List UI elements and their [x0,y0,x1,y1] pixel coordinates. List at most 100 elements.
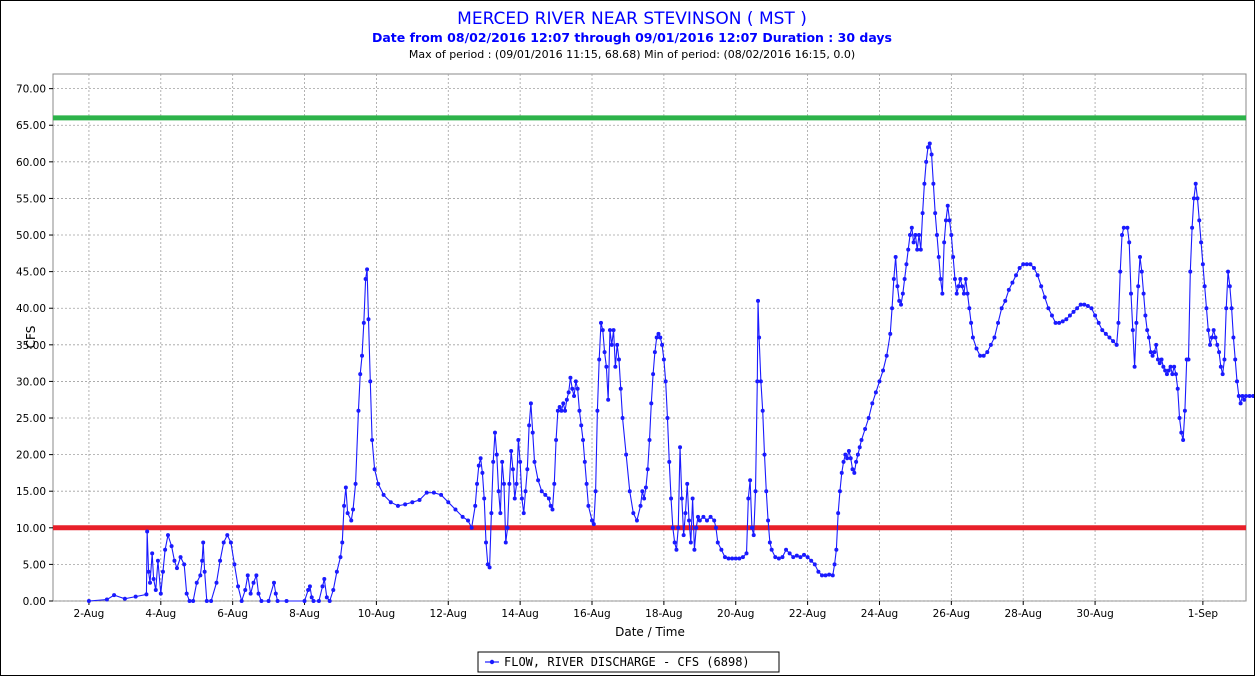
data-point [1215,342,1220,347]
data-point [598,320,603,325]
data-point [899,302,904,307]
data-point [1188,269,1193,274]
data-point [1179,430,1184,435]
data-point [855,452,860,457]
data-point [949,233,954,238]
data-point [748,478,753,483]
data-point [760,408,765,413]
data-point [978,353,983,358]
data-point [527,423,532,428]
data-point [366,317,371,322]
data-point [933,211,938,216]
data-point [638,503,643,508]
data-point [324,595,329,600]
data-point [816,569,821,574]
data-point [153,588,158,593]
data-point [133,594,138,599]
data-point [616,357,621,362]
data-point [563,408,568,413]
data-point [525,467,530,472]
data-point [1163,368,1168,373]
data-point [150,551,155,556]
data-point [845,456,850,461]
data-point [640,489,645,494]
data-point [873,390,878,395]
data-point [365,267,370,272]
data-point [1141,291,1146,296]
data-point [620,416,625,421]
data-point [209,599,214,603]
data-point [306,588,311,593]
data-point [1067,313,1072,318]
data-point [243,588,248,593]
data-point [740,555,745,560]
data-point [607,328,612,333]
data-point [146,569,151,574]
chart-period-info: Max of period : (09/01/2016 11:15, 68.68… [409,48,855,61]
data-point [794,553,799,558]
data-point [1096,320,1101,325]
y-axis-label: CFS [24,326,38,349]
data-point [696,514,701,519]
data-point [870,401,875,406]
data-point [521,511,526,516]
data-point [730,556,735,561]
x-tick-label: 20-Aug [717,608,754,620]
data-point [918,247,923,252]
data-point [1006,287,1011,292]
data-point [1039,284,1044,289]
data-point [254,573,259,578]
data-point [602,350,607,355]
data-point [676,525,681,530]
data-point [965,291,970,296]
data-point [122,596,127,601]
data-point [960,284,965,289]
data-point [370,437,375,442]
data-point [1125,225,1130,230]
data-point [726,556,731,561]
data-point [751,533,756,538]
y-axis: 0.00 5.00 10.00 15.00 20.00 25.00 30.00 35.00 40… [16,84,53,608]
data-point [1154,342,1159,347]
data-point [660,342,665,347]
data-point [536,478,541,483]
data-point [852,470,857,475]
data-point [498,511,503,516]
data-point [200,558,205,563]
data-point [492,430,497,435]
data-point [1206,328,1211,333]
data-point [866,416,871,421]
data-point [239,599,244,603]
data-point [514,481,519,486]
data-point [1111,339,1116,344]
data-point [259,599,264,603]
data-point [570,386,575,391]
data-point [566,390,571,395]
data-point [1132,364,1137,369]
data-point [577,408,582,413]
data-point [764,489,769,494]
data-point [996,320,1001,325]
data-point [1238,401,1243,406]
data-point [974,346,979,351]
data-point [1175,386,1180,391]
data-point [891,276,896,281]
data-point [187,599,192,603]
data-point [1161,364,1166,369]
data-point [512,496,517,501]
data-point [554,437,559,442]
data-point [302,599,307,603]
y-tick-label: 45.00 [16,267,46,279]
data-point [1118,269,1123,274]
data-point [1152,350,1157,355]
data-point [694,525,699,530]
data-point [643,485,648,490]
data-point [1150,353,1155,358]
data-point [841,459,846,464]
data-point [1042,295,1047,300]
data-point [992,335,997,340]
data-point [683,511,688,516]
data-point [713,525,718,530]
